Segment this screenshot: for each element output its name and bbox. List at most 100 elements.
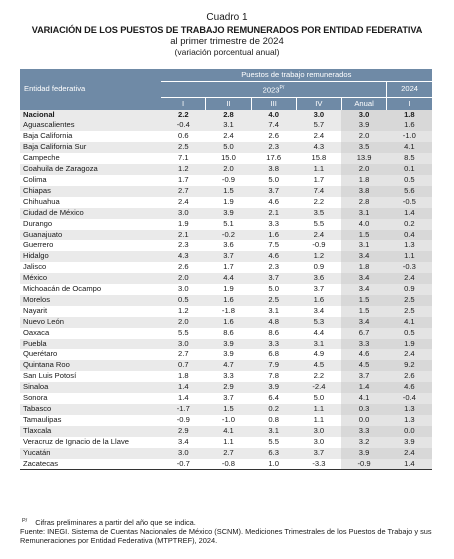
value-cell: 2.1 <box>251 207 297 219</box>
value-cell: 4.0 <box>341 218 387 230</box>
table-row: México 2.0 4.4 3.7 3.6 3.4 2.4 <box>20 273 432 285</box>
value-cell: 5.0 <box>268 174 279 184</box>
value-cell: 2.6 <box>386 371 432 383</box>
table-row: Querétaro 2.7 3.9 6.8 4.9 4.6 2.4 <box>20 349 432 361</box>
value-cell: 1.4 <box>386 207 432 219</box>
table-row: Tabasco -1.7 1.5 0.2 1.1 0.3 1.3 <box>20 404 432 415</box>
value-cell: 1.8 <box>341 262 387 274</box>
table-title: VARIACIÓN DE LOS PUESTOS DE TRABAJO REMU… <box>31 25 423 35</box>
entity-name: Sonora <box>23 393 48 403</box>
value-cell: 3.3 <box>268 218 279 228</box>
value-cell: 1.9 <box>177 218 189 228</box>
value-cell: 3.7 <box>296 447 342 459</box>
table-row: Michoacán de Ocampo 3.0 1.9 5.0 3.7 3.4 0.9 <box>20 284 432 295</box>
value-cell: 0.5 <box>160 294 206 306</box>
value-cell: 2.7 <box>177 349 189 359</box>
prelim-text: Cifras preliminares a partir del año que… <box>35 518 196 528</box>
value-cell: 3.1 <box>341 207 387 219</box>
table-row: Oaxaca 5.5 8.6 8.6 4.4 6.7 0.5 <box>20 327 432 339</box>
value-cell: 3.1 <box>205 120 252 132</box>
table-subtitle: al primer trimestre de 2024 <box>170 36 284 47</box>
value-cell: 3.4 <box>341 251 387 263</box>
value-cell: 2.5 <box>386 294 432 306</box>
value-cell: 6.3 <box>251 447 297 459</box>
value-cell: 1.4 <box>386 458 432 471</box>
value-cell: 3.4 <box>341 284 387 295</box>
value-cell: 2.8 <box>341 196 387 208</box>
value-cell: 5.1 <box>223 218 234 228</box>
value-cell: 3.0 <box>160 207 206 219</box>
value-cell: 7.4 <box>251 120 297 132</box>
table-row: Baja California Sur 2.5 5.0 2.3 4.3 3.5 4.1 <box>20 142 432 154</box>
value-cell: 3.0 <box>160 447 206 459</box>
table-row: Zacatecas -0.7 -0.8 1.0 -3.3 -0.9 1.4 <box>20 458 432 471</box>
value-cell: 2.5 <box>386 305 432 317</box>
value-cell: 0.6 <box>177 131 189 141</box>
value-cell: 1.4 <box>177 393 189 403</box>
value-cell: 3.7 <box>251 273 297 285</box>
value-cell: 3.0 <box>177 284 189 294</box>
value-cell: -0.8 <box>205 458 252 471</box>
entity-name: Tamaulipas <box>23 414 62 424</box>
value-cell: 3.9 <box>205 338 252 350</box>
entity-name: Yucatán <box>20 447 161 459</box>
value-cell: 5.5 <box>313 218 325 228</box>
table-row: Tlaxcala 2.9 4.1 3.1 3.0 3.3 0.0 <box>20 425 432 437</box>
value-cell: 7.5 <box>268 240 279 250</box>
header-col-2024-q1: I <box>386 97 432 110</box>
value-cell: 0.8 <box>268 414 279 424</box>
value-cell: 3.9 <box>341 120 387 132</box>
value-cell: 2.0 <box>160 273 206 285</box>
value-cell: 5.0 <box>268 284 279 294</box>
value-cell: 2.7 <box>205 447 252 459</box>
header-col-q1: I <box>160 97 206 110</box>
entity-name: Zacatecas <box>20 458 161 471</box>
value-cell: 2.2 <box>313 196 325 206</box>
value-cell: 3.2 <box>341 436 387 448</box>
value-cell: 0.9 <box>386 284 432 295</box>
entity-name: Chiapas <box>20 185 161 197</box>
entity-name: Nuevo León <box>20 316 161 328</box>
value-cell: -0.9 <box>341 458 387 471</box>
header-entity: Entidad federativa <box>20 69 161 110</box>
value-cell: 2.4 <box>223 131 234 141</box>
value-cell: 3.4 <box>341 273 387 285</box>
value-cell: 2.0 <box>205 164 252 175</box>
notes: P/Cifras preliminares a partir del año q… <box>20 517 440 545</box>
header-col-annual: Anual <box>340 97 387 110</box>
value-cell: 1.8 <box>386 109 432 121</box>
value-cell: 6.4 <box>268 393 279 403</box>
value-cell: 3.4 <box>313 305 325 315</box>
value-cell: 2.4 <box>386 273 432 285</box>
value-cell: 3.1 <box>251 425 297 437</box>
value-cell: 0.2 <box>251 404 297 415</box>
value-cell: 1.3 <box>386 240 432 252</box>
value-cell: 2.6 <box>177 262 189 272</box>
value-cell: 2.5 <box>251 294 297 306</box>
value-cell: 5.7 <box>296 120 342 132</box>
table-row: Chiapas 2.7 1.5 3.7 7.4 3.8 5.6 <box>20 185 432 197</box>
value-cell: 7.4 <box>296 185 342 197</box>
value-cell: 0.5 <box>386 174 432 186</box>
value-cell: 5.0 <box>205 142 252 154</box>
value-cell: 1.2 <box>177 305 189 315</box>
value-cell: 3.3 <box>341 338 387 350</box>
entity-name: Tabasco <box>20 404 161 415</box>
value-cell: 1.5 <box>341 294 387 306</box>
entity-name: Jalisco <box>23 262 47 272</box>
value-cell: 4.6 <box>386 382 432 394</box>
value-cell: 0.7 <box>160 360 206 372</box>
value-cell: 0.4 <box>386 229 432 241</box>
value-cell: 4.1 <box>341 393 387 404</box>
value-cell: 0.5 <box>386 327 432 339</box>
value-cell: 2.3 <box>177 240 189 250</box>
table-row: Guanajuato 2.1 -0.2 1.6 2.4 1.5 0.4 <box>20 229 432 241</box>
value-cell: 5.0 <box>313 393 325 403</box>
table-row: Colima 1.7 -0.9 5.0 1.7 1.8 0.5 <box>20 174 432 186</box>
value-cell: 8.6 <box>223 327 234 337</box>
value-cell: 3.4 <box>177 436 189 446</box>
value-cell: -0.9 <box>176 414 190 424</box>
value-cell: 1.9 <box>386 338 432 350</box>
value-cell: 3.3 <box>341 425 387 437</box>
